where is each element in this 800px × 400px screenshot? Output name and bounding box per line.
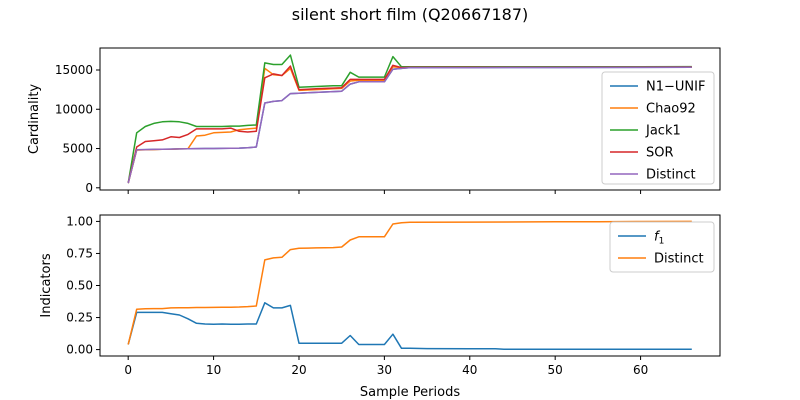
legend-label-1: Distinct (654, 252, 704, 267)
y-tick-label: 15000 (55, 63, 93, 77)
axes-frame (99, 47, 721, 191)
y-tick-label: 0.50 (66, 279, 93, 293)
legend: N1−UNIF Chao92 Jack1 SOR Distinct (601, 71, 715, 185)
legend-label-0: f1 (654, 230, 664, 247)
y-tick-label: 1.00 (66, 214, 93, 228)
y-tick-label: 10000 (55, 102, 93, 116)
series-line-3 (127, 64, 692, 184)
x-tick-label: 40 (462, 363, 477, 377)
x-tick-label: 50 (548, 363, 563, 377)
x-tick-label: 20 (291, 363, 306, 377)
legend-label-1: Chao92 (646, 102, 696, 117)
y-tick-label: 0.25 (66, 311, 93, 325)
x-tick-label: 60 (633, 363, 648, 377)
y-axis-label: Indicators (39, 253, 54, 317)
legend-label-4: Distinct (646, 168, 696, 183)
legend-box (601, 71, 715, 185)
legend-label-2: Jack1 (645, 124, 681, 139)
legend-box (609, 221, 715, 273)
figure-title: silent short film (Q20667187) (292, 5, 528, 24)
x-tick-label: 0 (124, 363, 132, 377)
series-line-4 (127, 66, 692, 184)
y-tick-label: 0.00 (66, 343, 93, 357)
series-line-2 (127, 54, 692, 184)
bottom-axes: 0 10 20 30 40 50 60 0.00 0.25 0.50 0.75 1.00 Indicat… (39, 214, 721, 377)
y-tick-label: 5000 (62, 142, 93, 156)
x-tick-label: 30 (377, 363, 392, 377)
legend-label-3: SOR (646, 146, 674, 161)
y-tick-label: 0.75 (66, 246, 93, 260)
top-axes: 0 5000 10000 15000 Cardinality N1−UNIF Chao92 J… (27, 47, 721, 195)
series-line-0 (127, 302, 692, 351)
y-tick-label: 0 (85, 181, 93, 195)
legend-label-0: N1−UNIF (646, 80, 705, 95)
y-axis-label: Cardinality (27, 84, 42, 155)
x-axis-label: Sample Periods (360, 385, 460, 400)
series-line-1 (127, 220, 692, 345)
x-tick-label: 10 (206, 363, 221, 377)
legend: f1 Distinct (609, 221, 715, 273)
